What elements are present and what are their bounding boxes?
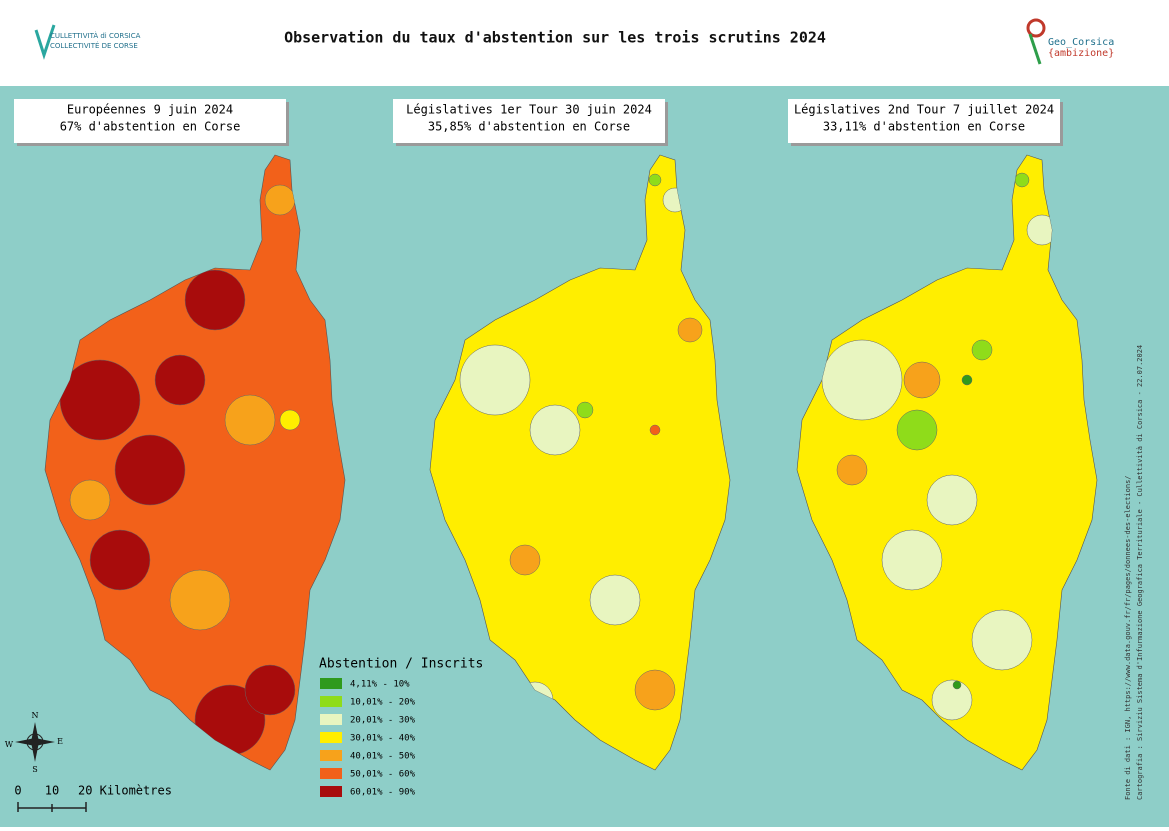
compass-label: S — [32, 765, 37, 774]
compass-label: N — [32, 711, 39, 720]
commune-patch — [821, 339, 903, 421]
credit-cartography: Cartografia : Sirviziu Sistema d'Infurma… — [1136, 345, 1144, 800]
island — [429, 154, 731, 771]
scale-label: 0 — [14, 784, 21, 798]
legend-swatch — [320, 750, 342, 761]
commune-patch — [903, 361, 941, 399]
commune-patch — [836, 454, 868, 486]
commune-patch — [1014, 172, 1030, 188]
compass-label: E — [57, 737, 63, 746]
logo-right-text: Geo_Corsica — [1048, 37, 1114, 48]
commune-patch — [279, 409, 301, 431]
commune-patch — [649, 424, 661, 436]
map-subtitle: 67% d'abstention en Corse — [60, 120, 241, 134]
legend-label: 40,01% - 50% — [350, 752, 416, 762]
legend-swatch — [320, 678, 342, 689]
commune-patch — [154, 354, 206, 406]
patches — [821, 172, 1058, 721]
legend-label: 10,01% - 20% — [350, 698, 416, 708]
commune-patch — [264, 184, 296, 216]
commune-patch — [459, 344, 531, 416]
map: Législatives 1er Tour 30 juin 2024 35,85%… — [393, 99, 731, 771]
logo-left-text: COLLECTIVITÉ DE CORSE — [50, 41, 138, 50]
commune-patch — [677, 317, 703, 343]
legend-label: 30,01% - 40% — [350, 734, 416, 744]
page-title: Observation du taux d'abstention sur les… — [284, 29, 826, 47]
legend-swatch — [320, 714, 342, 725]
commune-patch — [971, 339, 993, 361]
commune-patch — [529, 404, 581, 456]
map: Européennes 9 juin 2024 67% d'abstention … — [14, 99, 346, 771]
legend-swatch — [320, 786, 342, 797]
legend-label: 50,01% - 60% — [350, 770, 416, 780]
commune-patch — [224, 394, 276, 446]
legend-swatch — [320, 768, 342, 779]
logo-right-text: {ambizione} — [1048, 48, 1114, 59]
legend-label: 4,11% - 10% — [350, 680, 410, 690]
patches — [59, 184, 301, 756]
commune-patch — [931, 679, 973, 721]
compass-label: W — [5, 740, 14, 749]
logo-left-mark — [34, 24, 56, 60]
legend: Abstention / Inscrits 4,11% - 10% 10,01% -… — [319, 657, 483, 798]
commune-patch — [971, 609, 1033, 671]
map-title-box — [14, 99, 286, 143]
commune-patch — [896, 409, 938, 451]
legend-title: Abstention / Inscrits — [319, 657, 483, 672]
commune-patch — [576, 401, 594, 419]
commune-patch — [952, 680, 962, 690]
header-bg — [0, 0, 1169, 86]
commune-patch — [89, 529, 151, 591]
logo-right-mark — [1026, 18, 1046, 38]
legend-swatch — [320, 732, 342, 743]
logo-right-mark — [1028, 33, 1042, 65]
legend-swatch — [320, 696, 342, 707]
scale-label: 10 — [45, 784, 59, 798]
map-title-box — [788, 99, 1060, 143]
patches — [459, 173, 703, 719]
compass: N E S W — [5, 711, 63, 774]
commune-patch — [69, 479, 111, 521]
commune-patch — [169, 569, 231, 631]
legend-label: 60,01% - 90% — [350, 788, 416, 798]
commune-patch — [926, 474, 978, 526]
map-title: Législatives 1er Tour 30 juin 2024 — [406, 103, 652, 117]
island — [796, 154, 1098, 771]
commune-patch — [589, 574, 641, 626]
commune-patch — [59, 359, 141, 441]
credit-source: Fonte di dati : IGN, https://www.data.go… — [1124, 475, 1132, 800]
map-title: Européennes 9 juin 2024 — [67, 103, 233, 117]
map-title: Législatives 2nd Tour 7 juillet 2024 — [794, 103, 1054, 117]
commune-patch — [184, 269, 246, 331]
map-subtitle: 35,85% d'abstention en Corse — [428, 120, 630, 134]
map-subtitle: 33,11% d'abstention en Corse — [823, 120, 1025, 134]
scale-label: 20 Kilomètres — [78, 784, 172, 798]
map-title-box — [393, 99, 665, 143]
commune-patch — [881, 529, 943, 591]
logo-left-text: CULLETTIVITÀ di CORSICA — [50, 31, 141, 40]
commune-patch — [961, 374, 973, 386]
commune-patch — [509, 544, 541, 576]
commune-patch — [634, 669, 676, 711]
commune-patch — [114, 434, 186, 506]
scale-bar: 0 10 20 Kilomètres — [14, 784, 172, 812]
maps: Européennes 9 juin 2024 67% d'abstention … — [14, 99, 1098, 771]
legend-label: 20,01% - 30% — [350, 716, 416, 726]
map: Législatives 2nd Tour 7 juillet 2024 33,1… — [788, 99, 1098, 771]
commune-patch — [648, 173, 662, 187]
commune-patch — [244, 664, 296, 716]
